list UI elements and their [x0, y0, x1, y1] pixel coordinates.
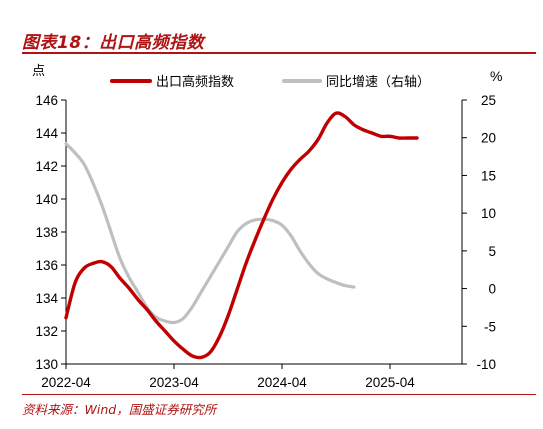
right-tick-label: 25: [481, 93, 496, 108]
left-tick-label: 142: [35, 159, 58, 174]
legend: 出口高频指数 同比增速（右轴）: [110, 74, 430, 89]
right-tick-label: 15: [481, 168, 496, 183]
left-tick-label: 130: [35, 357, 58, 372]
left-tick-label: 134: [35, 291, 58, 306]
right-tick-label: 10: [481, 206, 496, 221]
x-tick-label: 2023-04: [149, 375, 199, 390]
x-tick-label: 2025-04: [365, 375, 415, 390]
source-note: 资料来源：Wind，国盛证券研究所: [22, 402, 217, 417]
x-tick-label: 2022-04: [41, 375, 91, 390]
left-tick-label: 136: [35, 258, 58, 273]
right-tick-label: 0: [488, 282, 496, 297]
left-tick-label: 144: [35, 126, 58, 141]
figure-title: 图表18：出口高频指数: [22, 33, 205, 53]
left-tick-label: 138: [35, 225, 58, 240]
series-line-export-index: [64, 111, 419, 360]
left-axis-unit-label: 点: [32, 63, 45, 78]
axis-ticks: 130 132 134 136 138 140 142 144 146 -10 -5 0 5 10 15 20…: [35, 93, 496, 390]
source-rule: [22, 394, 536, 395]
legend-label-yoy-growth: 同比增速（右轴）: [326, 74, 430, 89]
series-line-yoy-growth: [64, 142, 356, 325]
series-lines: [64, 111, 419, 360]
right-tick-label: -10: [476, 357, 496, 372]
left-tick-label: 132: [35, 324, 58, 339]
left-tick-label: 146: [35, 93, 58, 108]
right-axis-unit-label: %: [490, 68, 502, 84]
left-tick-label: 140: [35, 192, 58, 207]
title-rule: [22, 52, 536, 54]
right-tick-label: 20: [481, 131, 496, 146]
right-tick-label: -5: [484, 319, 496, 334]
x-tick-label: 2024-04: [257, 375, 307, 390]
right-tick-label: 5: [488, 244, 496, 259]
legend-label-export-index: 出口高频指数: [156, 74, 234, 89]
